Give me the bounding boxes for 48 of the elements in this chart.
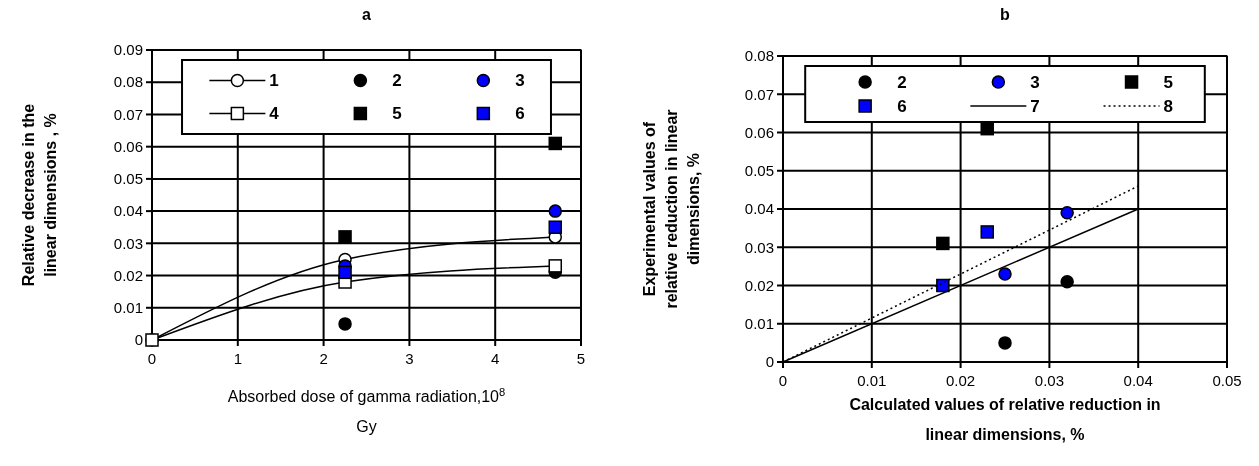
x-tick-label: 0.01: [857, 372, 887, 389]
legend-label: 1: [269, 71, 279, 91]
x-tick-label: 0.03: [1034, 372, 1064, 389]
legend-label: 5: [392, 104, 402, 124]
y-tick-label: 0.03: [744, 238, 774, 256]
y-axis-title: Relative decrease in the linear dimensions , %: [20, 103, 59, 287]
x-tick-label: 3: [405, 350, 414, 367]
x-axis-title: Calculated values of relative reduction in linear dimensions, %: [849, 396, 1161, 443]
y-tick-label: 0.01: [113, 299, 143, 317]
x-tick-label: 0: [147, 350, 157, 367]
chart-title: b: [1000, 6, 1011, 23]
legend-label: 7: [1030, 96, 1040, 116]
text: Absorbed dose of gamma radiation,10$^{8}$ Gy: [227, 386, 506, 435]
y-tick-label: 0.02: [744, 276, 774, 294]
legend-label: 5: [1163, 72, 1174, 92]
y-tick-label: 0.08: [744, 47, 774, 65]
x-tick-label: 0: [778, 372, 788, 389]
legend-label: 6: [515, 104, 525, 124]
legend-label: 2: [392, 71, 402, 91]
y-tick-label: 0.08: [113, 73, 143, 91]
x-tick-label: 4: [491, 350, 500, 367]
y-tick-label: 0.04: [744, 200, 774, 218]
x-tick-label: 0.05: [1212, 372, 1242, 389]
legend-label: 3: [515, 71, 525, 91]
legend-label: 2: [897, 72, 907, 92]
legend-label: 6: [897, 96, 907, 116]
y-tick-label: 0.02: [113, 266, 143, 284]
y-tick-label: 0.07: [744, 85, 774, 103]
y-tick-label: 0.06: [744, 123, 774, 141]
y-axis-title: Experimental values of relative reduction in linear dimensions, %: [641, 109, 702, 309]
y-tick-label: 0.01: [744, 315, 774, 332]
y-tick-label: 0.05: [744, 162, 774, 179]
y-tick-label: 0.05: [113, 170, 143, 188]
x-tick-label: 2: [319, 350, 328, 367]
y-tick-label: 0: [134, 331, 143, 349]
x-tick-label: 0.04: [1123, 372, 1153, 389]
legend-label: 4: [269, 104, 280, 124]
y-tick-label: 0.04: [113, 202, 143, 220]
x-tick-label: 5: [576, 350, 586, 367]
y-tick-label: 0.07: [113, 105, 143, 123]
legend-label: 8: [1163, 96, 1174, 116]
chart-title: a: [362, 6, 372, 23]
x-tick-label: 0.02: [946, 372, 976, 389]
y-tick-label: 0.03: [113, 234, 143, 252]
y-tick-label: 0.09: [113, 41, 143, 59]
legend-label: 3: [1030, 72, 1040, 92]
x-tick-label: 1: [233, 350, 242, 367]
y-tick-label: 0.06: [113, 137, 143, 155]
